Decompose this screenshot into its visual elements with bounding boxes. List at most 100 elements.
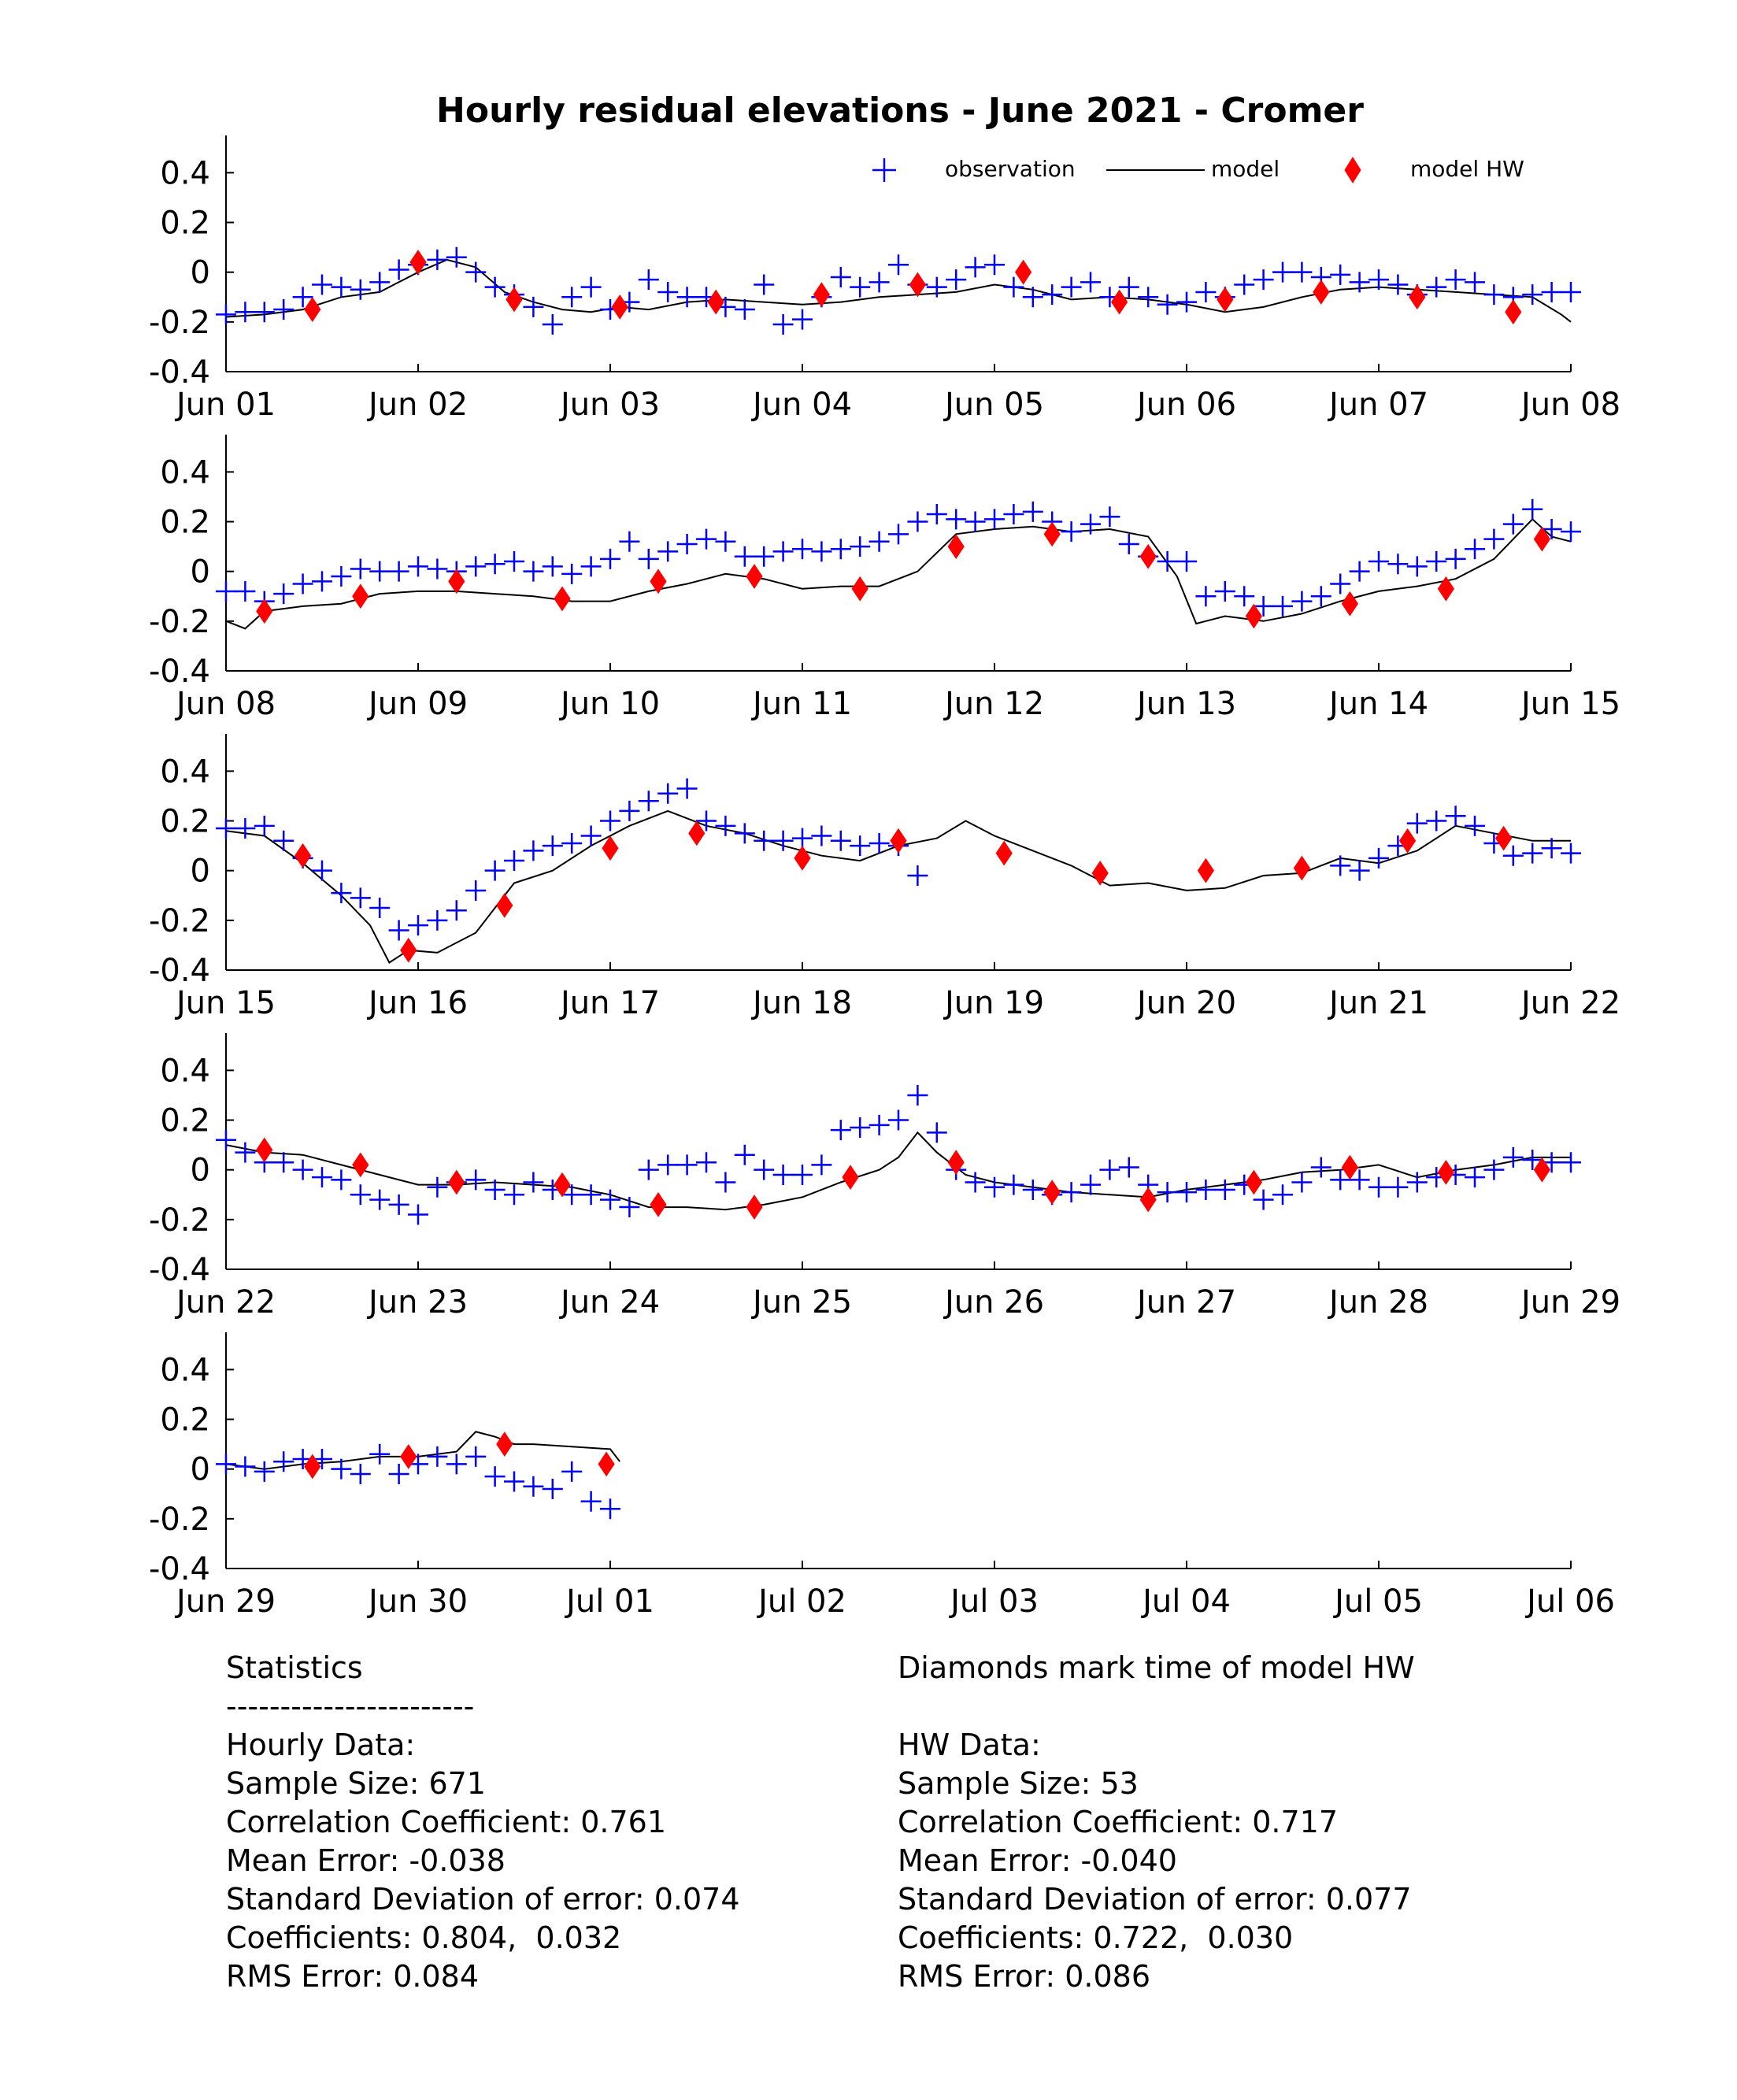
x-tick-label: Jun 18	[750, 985, 852, 1021]
x-tick-label: Jun 02	[366, 387, 468, 423]
observation-point	[1368, 847, 1389, 869]
observation-point	[754, 830, 775, 851]
y-tick-label: 0.4	[160, 754, 210, 790]
y-tick-label: -0.4	[149, 654, 210, 690]
observation-point	[561, 287, 583, 308]
x-tick-label: Jun 14	[1327, 686, 1428, 722]
observation-point	[715, 1172, 736, 1193]
observation-point	[868, 832, 890, 854]
observation-point	[1176, 1182, 1197, 1203]
observation-point	[1138, 287, 1159, 308]
observation-point	[427, 558, 448, 580]
model-hw-point	[352, 1152, 369, 1178]
x-tick-label: Jun 17	[558, 985, 660, 1021]
x-tick-label: Jun 01	[174, 387, 276, 423]
model-hw-point	[1437, 1159, 1455, 1185]
observation-point	[1118, 276, 1139, 298]
y-tick-label: 0	[191, 255, 210, 291]
y-tick-label: 0	[191, 1452, 210, 1488]
observation-point	[523, 296, 544, 317]
model-hw-point	[1341, 1154, 1359, 1180]
observation-point	[561, 1461, 583, 1482]
observation-point	[1176, 291, 1197, 313]
model-line	[225, 518, 1572, 630]
observation-point	[388, 561, 409, 582]
observation-point	[484, 276, 506, 298]
observation-point	[1022, 501, 1043, 522]
observation-point	[1406, 813, 1428, 834]
observation-point	[1253, 269, 1274, 291]
observation-point	[811, 825, 832, 846]
model-hw-point	[554, 1172, 571, 1198]
legend-hw-marker	[1344, 157, 1361, 183]
observation-point	[1522, 498, 1543, 520]
observation-point	[369, 561, 391, 582]
observation-point	[369, 1189, 391, 1210]
x-tick-label: Jun 22	[1519, 985, 1620, 1021]
observation-point	[1157, 294, 1178, 315]
observation-point	[772, 314, 794, 335]
observation-point	[1330, 855, 1351, 876]
model-hw-point	[496, 892, 513, 918]
x-tick-label: Jun 29	[1519, 1284, 1620, 1320]
observation-point	[1349, 1169, 1370, 1191]
observation-point	[235, 818, 256, 839]
observation-point	[1003, 1174, 1024, 1195]
y-tick-label: 0.2	[160, 804, 210, 840]
observation-point	[388, 259, 409, 280]
y-tick-label: 0.2	[160, 505, 210, 541]
observation-point	[350, 1464, 371, 1484]
observation-point	[907, 1084, 928, 1106]
stats-right-line: HW Data:	[898, 1728, 1041, 1762]
observation-point	[1445, 806, 1466, 827]
observation-point	[1080, 1174, 1101, 1195]
observation-point	[312, 274, 332, 295]
y-tick-label: -0.4	[149, 1252, 210, 1288]
stats-right-line: RMS Error: 0.086	[898, 1959, 1151, 1994]
observation-point	[984, 254, 1005, 276]
model-hw-point	[851, 576, 868, 602]
observation-point	[580, 276, 602, 298]
x-tick-label: Jul 03	[948, 1583, 1039, 1620]
x-tick-label: Jun 27	[1135, 1284, 1236, 1320]
observation-point	[850, 276, 871, 298]
observation-point	[1426, 551, 1447, 572]
model-hw-point	[400, 937, 417, 963]
model-hw-point	[1217, 287, 1234, 313]
model-hw-point	[1437, 576, 1455, 602]
y-tick-label: 0.4	[160, 454, 210, 491]
observation-point	[734, 823, 755, 844]
x-tick-label: Jun 28	[1327, 1284, 1428, 1320]
observation-point	[1445, 548, 1466, 569]
x-tick-label: Jun 12	[943, 686, 1044, 722]
model-hw-point	[409, 250, 427, 275]
model-hw-point	[506, 287, 523, 313]
observation-point	[1099, 506, 1120, 528]
observation-point	[888, 1109, 909, 1131]
observation-point	[1061, 276, 1082, 298]
observation-point	[734, 546, 755, 567]
observation-point	[1022, 287, 1043, 308]
model-hw-point	[947, 534, 965, 560]
observation-point	[561, 832, 583, 854]
observation-point	[715, 815, 736, 836]
y-tick-label: 0	[191, 854, 210, 890]
observation-point	[350, 558, 371, 580]
stats-left-line: Mean Error: -0.038	[226, 1843, 506, 1878]
model-hw-point	[294, 843, 312, 869]
observation-point	[1561, 1152, 1581, 1173]
observation-point	[1426, 810, 1447, 831]
observation-point	[1561, 281, 1581, 302]
observation-point	[946, 269, 967, 291]
observation-point	[811, 541, 832, 562]
observation-point	[1291, 591, 1313, 612]
observation-point	[907, 511, 928, 532]
model-hw-point	[1139, 543, 1157, 569]
observation-point	[465, 556, 487, 577]
model-hw-point	[1533, 526, 1551, 552]
observation-point	[1272, 1184, 1293, 1206]
observation-point	[216, 1454, 236, 1475]
observation-point	[504, 551, 524, 572]
x-tick-label: Jun 06	[1135, 387, 1236, 423]
